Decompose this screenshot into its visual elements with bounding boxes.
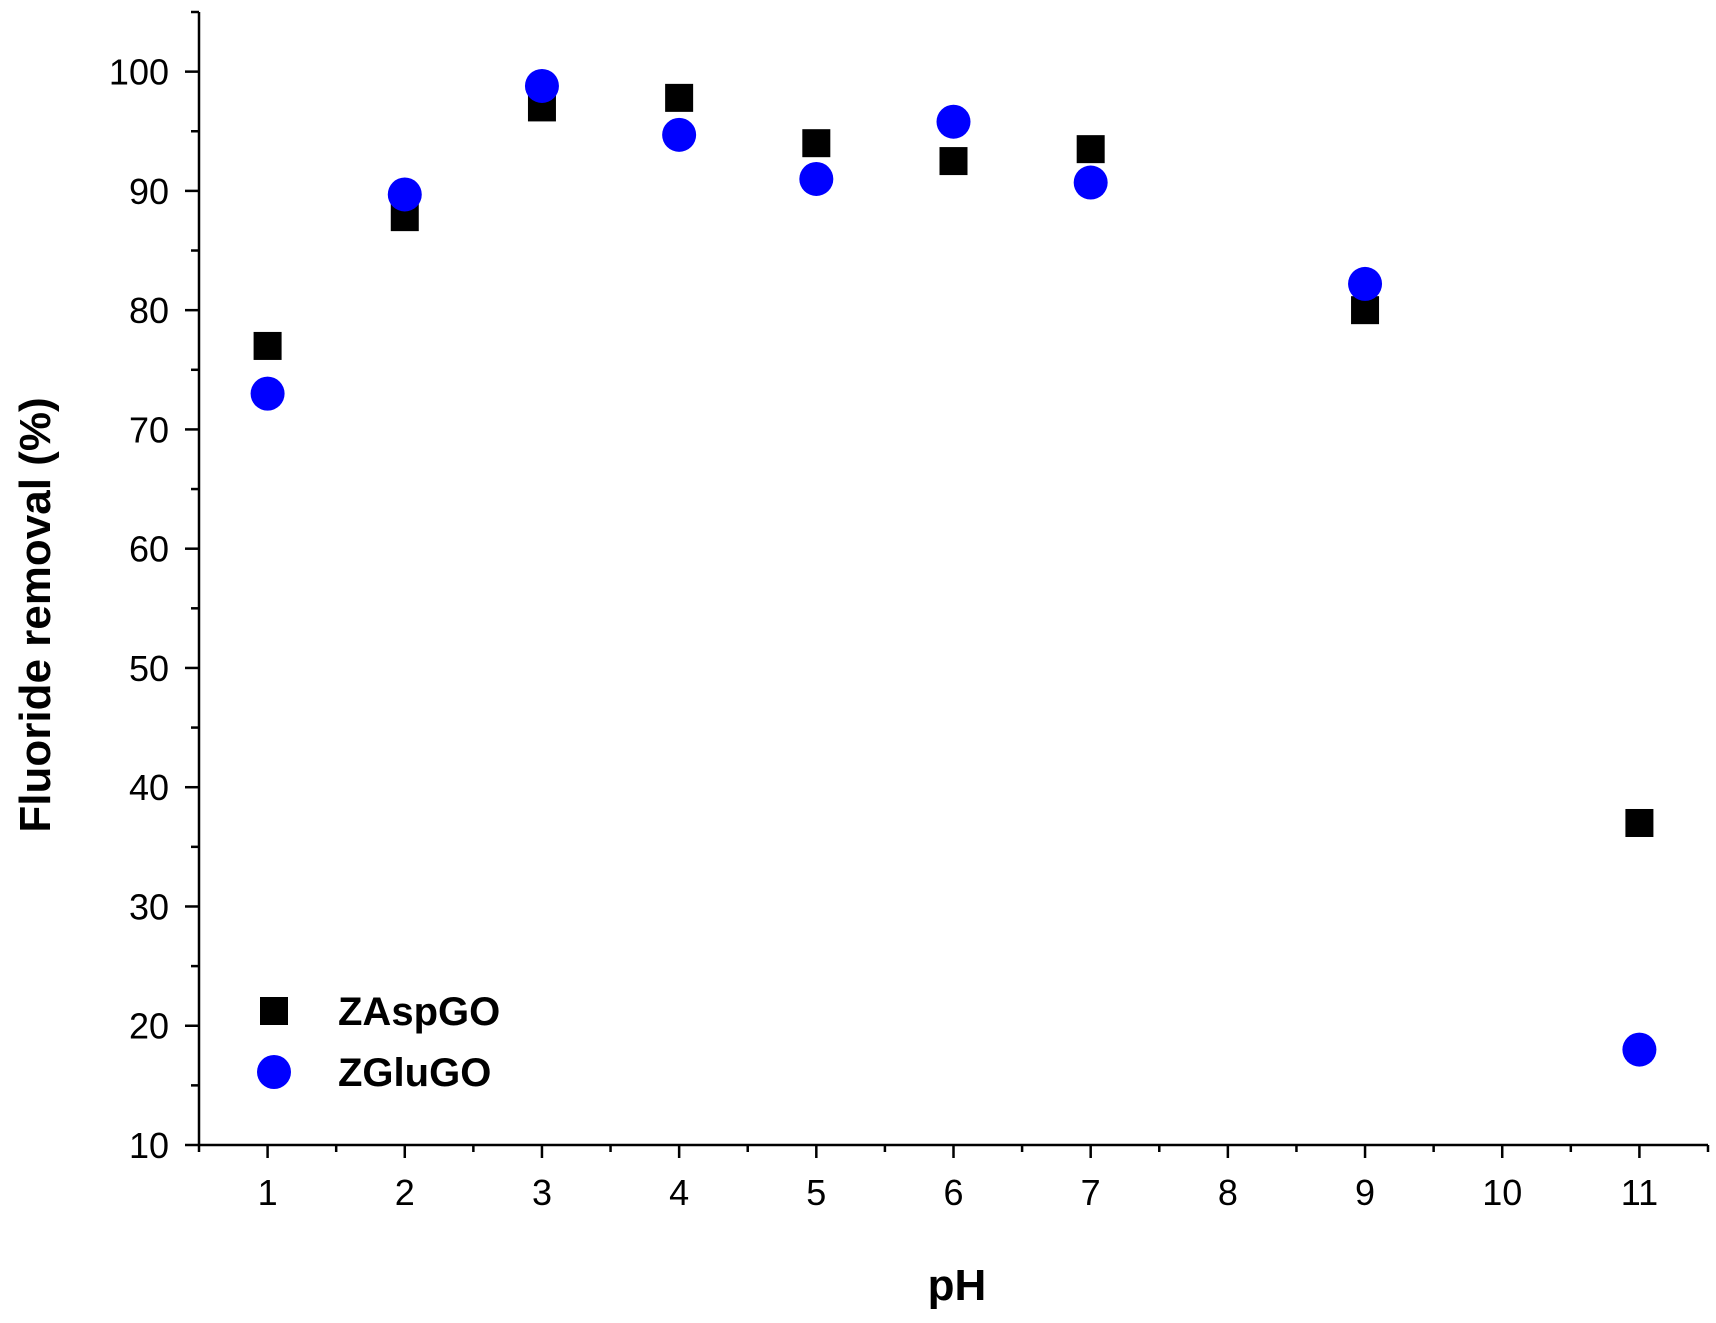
x-tick-label: 7 — [1081, 1172, 1101, 1213]
x-tick-label: 10 — [1482, 1172, 1522, 1213]
point-zaspgo — [665, 83, 694, 112]
point-zaspgo — [253, 331, 282, 360]
point-zglugo — [799, 161, 834, 196]
x-tick-label: 9 — [1355, 1172, 1375, 1213]
legend-label-zglugo: ZGluGO — [338, 1051, 491, 1095]
point-zglugo — [387, 177, 422, 212]
point-zaspgo — [939, 147, 968, 176]
point-zaspgo — [802, 129, 831, 158]
y-tick-label: 40 — [129, 767, 169, 808]
x-tick-label: 8 — [1218, 1172, 1238, 1213]
x-tick-label: 5 — [806, 1172, 826, 1213]
y-axis-title: Fluoride removal (%) — [11, 397, 60, 832]
x-tick-label: 4 — [669, 1172, 689, 1213]
x-tick-label: 2 — [395, 1172, 415, 1213]
x-tick-label: 6 — [943, 1172, 963, 1213]
y-tick-label: 100 — [109, 52, 169, 93]
legend-marker-zaspgo — [260, 997, 288, 1025]
y-tick-label: 70 — [129, 409, 169, 450]
x-ticks: 1 2 3 4 5 6 7 8 9 10 11 — [197, 1145, 1710, 1213]
x-tick-label: 3 — [532, 1172, 552, 1213]
y-tick-label: 10 — [129, 1125, 169, 1166]
point-zglugo — [1348, 266, 1383, 301]
legend-label-zaspgo: ZAspGO — [338, 990, 500, 1034]
y-tick-label: 60 — [129, 529, 169, 570]
point-zglugo — [524, 68, 559, 103]
x-tick-label: 1 — [258, 1172, 278, 1213]
point-zglugo — [250, 376, 285, 411]
y-tick-label: 20 — [129, 1006, 169, 1047]
point-zaspgo — [1076, 135, 1105, 164]
point-zaspgo — [1625, 808, 1654, 837]
point-zglugo — [662, 117, 697, 152]
legend-marker-zglugo — [257, 1055, 291, 1089]
point-zglugo — [1073, 165, 1108, 200]
y-ticks: 10 20 30 40 50 60 70 80 90 100 — [109, 10, 199, 1166]
plot-area — [197, 12, 1708, 1147]
x-axis-title: pH — [928, 1261, 987, 1310]
y-tick-label: 30 — [129, 886, 169, 927]
y-tick-label: 80 — [129, 290, 169, 331]
legend: ZAspGO ZGluGO — [257, 990, 500, 1095]
y-tick-label: 50 — [129, 648, 169, 689]
point-zglugo — [1622, 1032, 1657, 1067]
x-tick-label: 11 — [1621, 1172, 1658, 1213]
y-tick-label: 90 — [129, 171, 169, 212]
data-points — [250, 68, 1657, 1067]
point-zglugo — [936, 104, 971, 139]
